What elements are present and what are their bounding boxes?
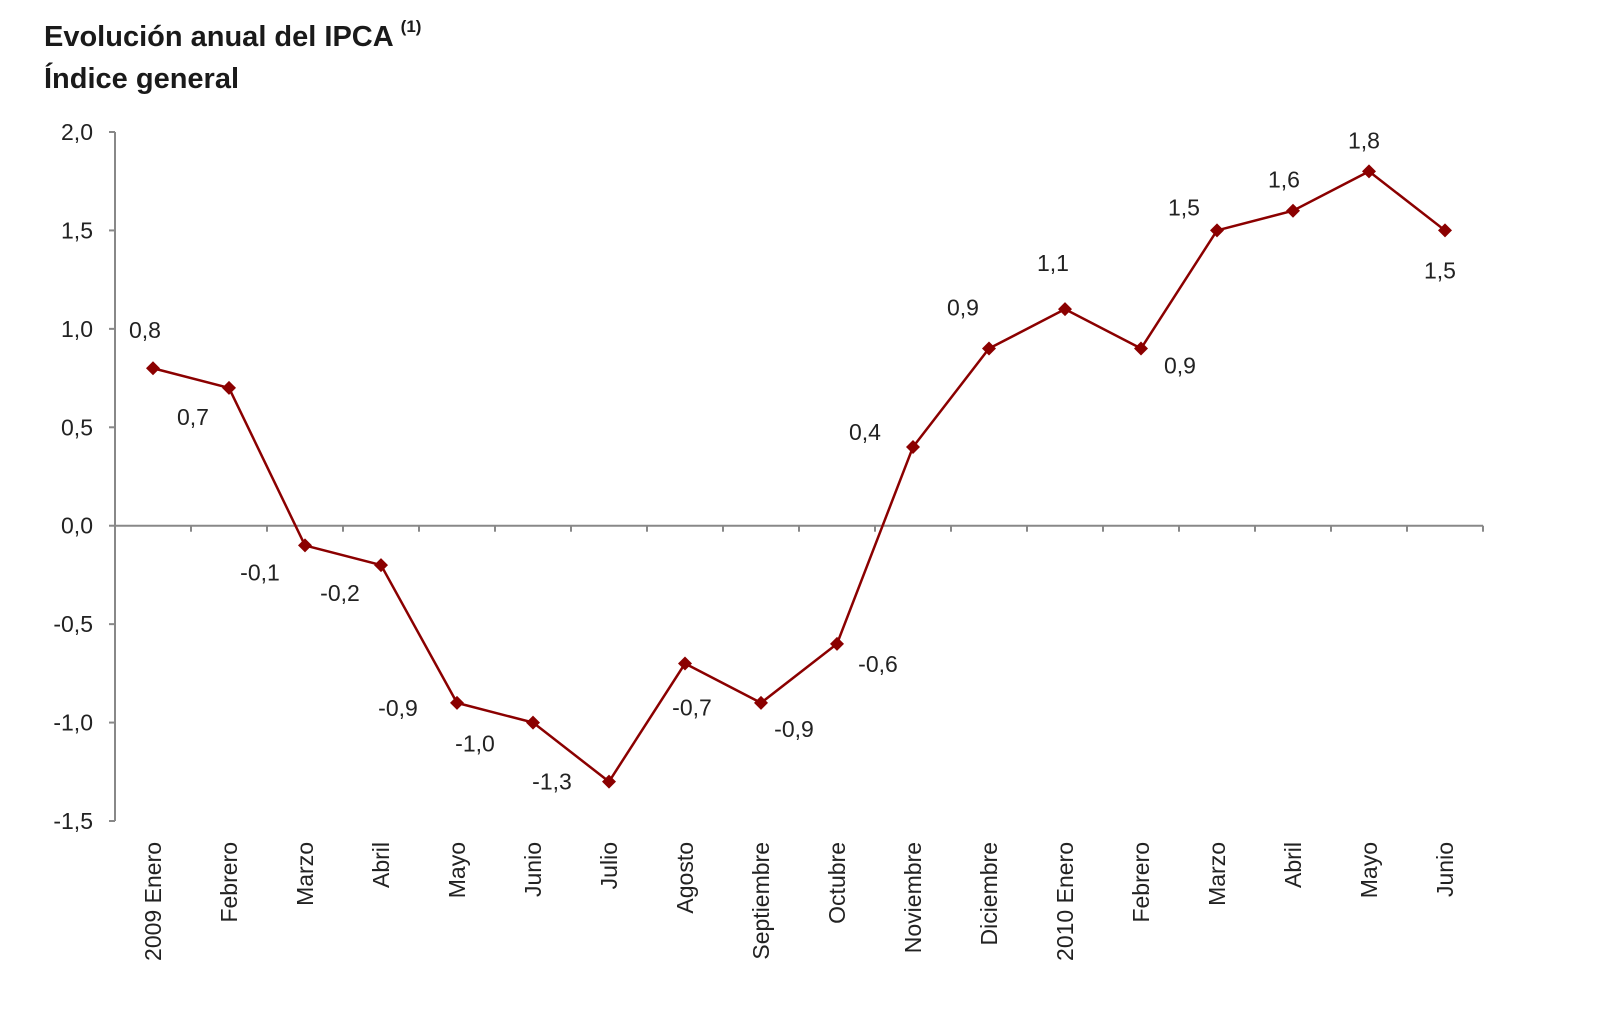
- y-tick-label: -1,0: [53, 710, 93, 736]
- title-footnote: (1): [400, 17, 422, 36]
- x-tick-label: Abril: [368, 842, 394, 888]
- data-point-marker: [906, 439, 920, 454]
- data-label: 1,6: [1268, 167, 1300, 193]
- x-tick-label: Julio: [596, 842, 622, 889]
- x-tick-label: Noviembre: [900, 842, 926, 953]
- y-tick-label: 1,5: [61, 217, 93, 243]
- data-label: -0,9: [774, 716, 814, 742]
- data-point-marker: [450, 695, 464, 710]
- x-tick-label: Mayo: [1356, 842, 1382, 898]
- data-point-marker: [1210, 223, 1224, 238]
- x-tick-label: Marzo: [292, 842, 318, 906]
- data-label: -1,3: [532, 769, 572, 795]
- data-label: 0,9: [1164, 353, 1196, 379]
- data-point-marker: [1362, 164, 1376, 179]
- x-tick-label: Febrero: [1128, 842, 1154, 923]
- data-label: -0,6: [858, 651, 898, 677]
- data-label: 1,5: [1168, 194, 1200, 220]
- data-point-marker: [1134, 341, 1148, 356]
- data-label: -1,0: [455, 731, 495, 757]
- y-tick-label: 0,5: [61, 414, 93, 440]
- x-tick-label: Septiembre: [748, 842, 774, 960]
- data-label: 0,7: [177, 404, 209, 430]
- data-point-marker: [374, 558, 388, 573]
- x-tick-label: Febrero: [216, 842, 242, 923]
- chart-subtitle: Índice general: [44, 63, 240, 95]
- data-point-marker: [982, 341, 996, 356]
- data-label: -0,9: [378, 695, 418, 721]
- data-label: 0,9: [947, 295, 979, 321]
- data-point-marker: [526, 715, 540, 730]
- x-tick-label: Diciembre: [976, 842, 1002, 946]
- title-text: Evolución anual del IPCA: [44, 21, 393, 53]
- data-point-marker: [222, 380, 236, 395]
- data-point-marker: [602, 774, 616, 789]
- data-point-marker: [678, 656, 692, 671]
- data-label: 1,5: [1424, 257, 1456, 283]
- x-tick-label: Junio: [1432, 842, 1458, 897]
- data-label: 1,1: [1037, 250, 1069, 276]
- data-point-marker: [1438, 223, 1452, 238]
- y-tick-label: 1,0: [61, 316, 93, 342]
- data-point-marker: [830, 636, 844, 651]
- chart-title: Evolución anual del IPCA (1) Índice gene…: [44, 6, 421, 100]
- y-tick-label: 2,0: [61, 119, 93, 145]
- data-label: 1,8: [1348, 127, 1380, 153]
- data-label: -0,2: [320, 580, 360, 606]
- data-label: -0,7: [672, 695, 712, 721]
- data-point-marker: [1286, 203, 1300, 218]
- data-point-marker: [146, 361, 160, 376]
- x-tick-label: Junio: [520, 842, 546, 897]
- y-tick-label: -1,5: [53, 808, 93, 834]
- x-tick-label: Mayo: [444, 842, 470, 898]
- data-point-marker: [298, 538, 312, 553]
- x-tick-label: 2010 Enero: [1052, 842, 1078, 961]
- data-label: 0,4: [849, 419, 881, 445]
- y-tick-label: 0,0: [61, 513, 93, 539]
- x-tick-label: Octubre: [824, 842, 850, 924]
- data-point-marker: [754, 695, 768, 710]
- x-tick-label: 2009 Enero: [140, 842, 166, 961]
- x-tick-label: Marzo: [1204, 842, 1230, 906]
- data-label: -0,1: [240, 559, 280, 585]
- x-tick-label: Agosto: [672, 842, 698, 914]
- series-line: [152, 169, 1446, 784]
- y-tick-label: -0,5: [53, 611, 93, 637]
- data-point-marker: [1058, 302, 1072, 317]
- data-label: 0,8: [129, 317, 161, 343]
- x-tick-label: Abril: [1280, 842, 1306, 888]
